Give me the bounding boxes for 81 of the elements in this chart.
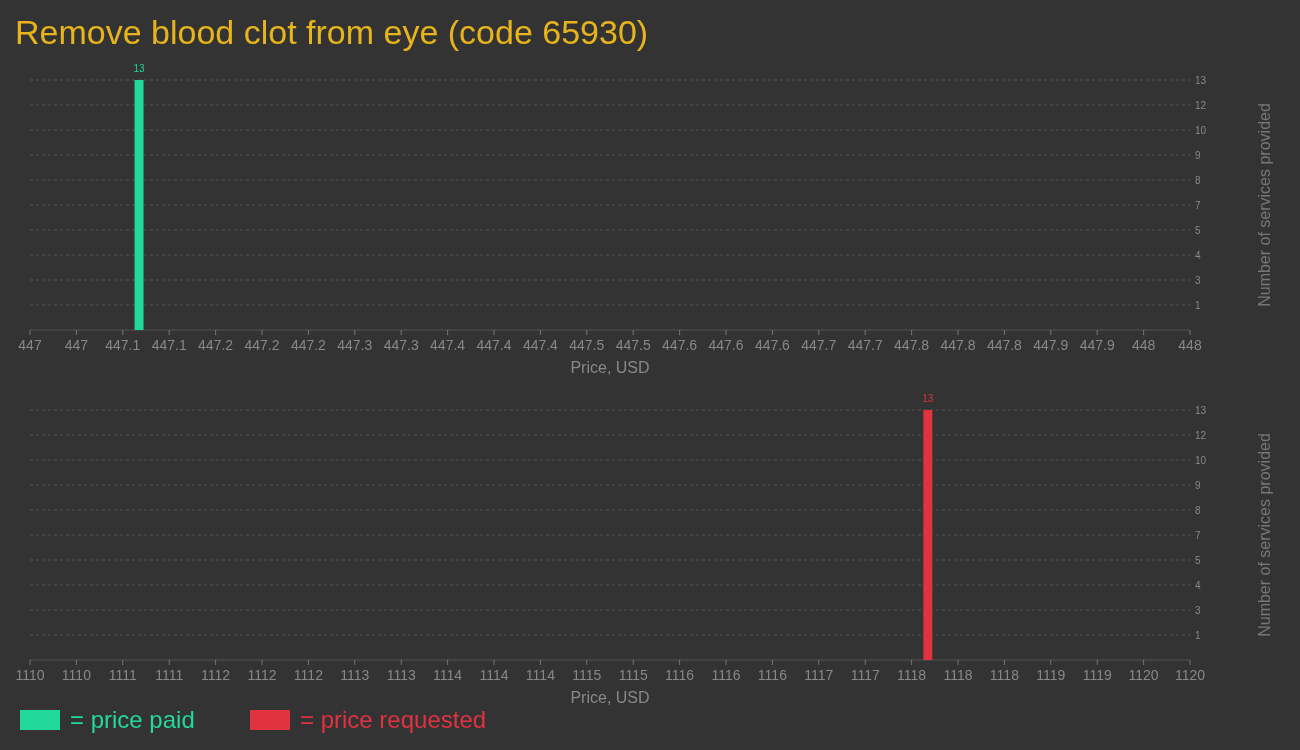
x-tick-label: 1114 bbox=[479, 667, 509, 683]
y-tick-label: 5 bbox=[1195, 555, 1201, 566]
x-tick-label: 1120 bbox=[1174, 667, 1206, 683]
chart-title: Remove blood clot from eye (code 65930) bbox=[15, 13, 649, 51]
y-tick-label: 9 bbox=[1195, 150, 1201, 161]
y-tick-label: 5 bbox=[1195, 225, 1201, 236]
x-tick-label: 1116 bbox=[665, 667, 695, 683]
x-tick-label: 1118 bbox=[943, 667, 973, 683]
x-tick-label: 1119 bbox=[1082, 667, 1112, 683]
x-tick-label: 447.9 bbox=[1033, 337, 1069, 353]
x-tick-label: 447.3 bbox=[383, 337, 419, 353]
x-axis-title: Price, USD bbox=[570, 689, 650, 706]
x-tick-label: 1110 bbox=[15, 667, 45, 683]
data-label: 13 bbox=[922, 393, 934, 404]
x-tick-label: 1112 bbox=[247, 667, 277, 683]
y-axis-title: Number of services provided bbox=[1256, 103, 1273, 307]
x-tick-label: 447.6 bbox=[708, 337, 744, 353]
x-tick-label: 447.1 bbox=[151, 337, 187, 353]
x-tick-label: 1114 bbox=[525, 667, 556, 683]
x-tick-label: 448 bbox=[1178, 337, 1202, 353]
x-tick-label: 447.6 bbox=[754, 337, 791, 353]
x-tick-label: 447.5 bbox=[615, 337, 651, 353]
y-axis-title: Number of services provided bbox=[1256, 433, 1273, 637]
x-tick-label: 447.8 bbox=[894, 337, 930, 353]
y-tick-label: 7 bbox=[1195, 530, 1201, 541]
y-tick-label: 10 bbox=[1195, 125, 1207, 136]
x-tick-label: 1117 bbox=[804, 667, 834, 683]
x-tick-label: 447 bbox=[18, 337, 42, 353]
x-tick-label: 1113 bbox=[340, 667, 370, 683]
y-tick-label: 4 bbox=[1195, 250, 1201, 261]
x-tick-label: 447 bbox=[64, 337, 89, 353]
x-tick-label: 447.4 bbox=[522, 337, 559, 353]
x-tick-label: 1119 bbox=[1036, 667, 1066, 683]
x-tick-label: 1115 bbox=[618, 667, 648, 683]
legend-label: = price paid bbox=[70, 706, 195, 733]
x-tick-label: 1111 bbox=[155, 667, 184, 683]
x-tick-label: 1120 bbox=[1128, 667, 1159, 683]
y-tick-label: 13 bbox=[1195, 405, 1207, 416]
y-tick-label: 3 bbox=[1195, 275, 1201, 286]
x-axis-title: Price, USD bbox=[570, 359, 650, 376]
x-tick-label: 1110 bbox=[61, 667, 92, 683]
x-tick-label: 447.5 bbox=[569, 337, 605, 353]
x-tick-label: 447.2 bbox=[244, 337, 280, 353]
y-tick-label: 1 bbox=[1195, 300, 1201, 311]
y-tick-label: 13 bbox=[1195, 75, 1207, 86]
x-tick-label: 1115 bbox=[572, 667, 602, 683]
y-tick-label: 8 bbox=[1195, 175, 1201, 186]
x-tick-label: 447.3 bbox=[337, 337, 373, 353]
x-tick-label: 1112 bbox=[201, 667, 231, 683]
x-tick-label: 1113 bbox=[386, 667, 416, 683]
y-tick-label: 9 bbox=[1195, 480, 1201, 491]
x-tick-label: 1116 bbox=[757, 667, 788, 683]
y-tick-label: 12 bbox=[1195, 100, 1207, 111]
y-tick-label: 8 bbox=[1195, 505, 1201, 516]
x-tick-label: 1114 bbox=[433, 667, 463, 683]
y-tick-label: 4 bbox=[1195, 580, 1201, 591]
y-tick-label: 3 bbox=[1195, 605, 1201, 616]
x-tick-label: 447.4 bbox=[430, 337, 466, 353]
y-tick-label: 7 bbox=[1195, 200, 1201, 211]
x-tick-label: 447.1 bbox=[105, 337, 141, 353]
x-tick-label: 448 bbox=[1131, 337, 1156, 353]
x-tick-label: 1118 bbox=[989, 667, 1020, 683]
x-tick-label: 447.4 bbox=[476, 337, 512, 353]
x-tick-label: 1112 bbox=[293, 667, 324, 683]
x-tick-label: 447.7 bbox=[801, 337, 837, 353]
x-tick-label: 1116 bbox=[711, 667, 741, 683]
x-tick-label: 1111 bbox=[108, 667, 138, 683]
x-tick-label: 447.8 bbox=[940, 337, 976, 353]
legend-label: = price requested bbox=[300, 706, 487, 733]
y-tick-label: 1 bbox=[1195, 630, 1201, 641]
x-tick-label: 447.6 bbox=[662, 337, 698, 353]
x-tick-label: 447.7 bbox=[847, 337, 883, 353]
y-tick-label: 10 bbox=[1195, 455, 1207, 466]
y-tick-label: 12 bbox=[1195, 430, 1207, 441]
x-tick-label: 1117 bbox=[850, 667, 880, 683]
x-tick-label: 447.2 bbox=[198, 337, 234, 353]
x-tick-label: 1118 bbox=[897, 667, 927, 683]
data-label: 13 bbox=[133, 63, 146, 74]
x-tick-label: 447.2 bbox=[290, 337, 327, 353]
x-tick-label: 447.9 bbox=[1079, 337, 1115, 353]
x-tick-label: 447.8 bbox=[986, 337, 1023, 353]
